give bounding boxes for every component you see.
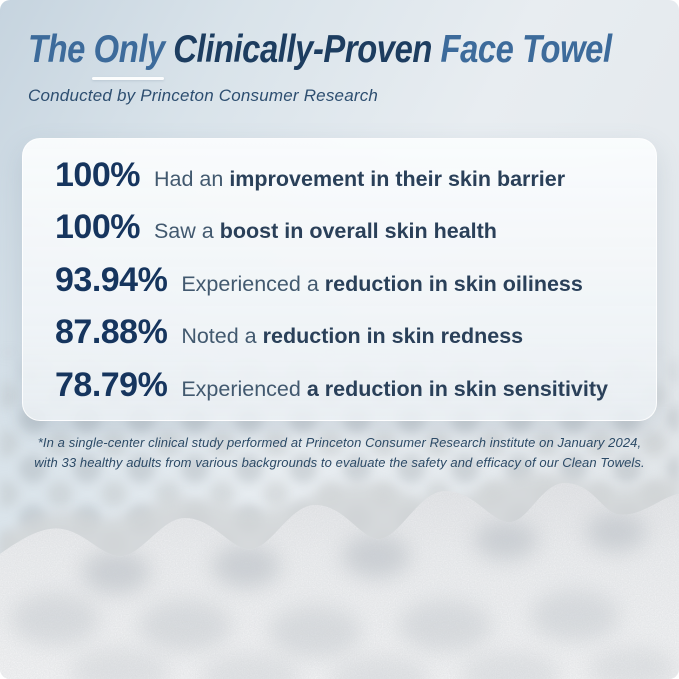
stat-row: 93.94% Experienced a reduction in skin oil… [55, 254, 640, 306]
stat-lead-text: Saw a [153, 219, 214, 244]
stat-emphasis-text: boost in overall skin health [219, 219, 497, 244]
stat-lead-text: Had an [153, 167, 224, 191]
stat-emphasis-text: improvement in their skin barrier [229, 167, 566, 191]
study-footnote: *In a single-center clinical study perfo… [0, 433, 679, 472]
header: The Only Clinically-Proven Face Towel Cond… [0, 0, 679, 106]
stat-value: 87.88% [55, 313, 168, 352]
stat-emphasis-text: reduction in skin redness [262, 324, 524, 349]
towel-texture-image [0, 444, 679, 679]
stat-emphasis-text: reduction in skin oiliness [324, 271, 583, 296]
stat-value: 93.94% [55, 260, 168, 299]
title-underline-accent [92, 77, 164, 80]
stats-card: 100% Had an improvement in their skin barr… [22, 138, 657, 421]
subtitle: Conducted by Princeton Consumer Research [28, 85, 379, 105]
stat-lead-text: Experienced a [181, 271, 319, 296]
stat-value: 100% [55, 156, 140, 194]
stat-lead-text: Noted a [181, 324, 257, 349]
towel-texture-svg [0, 473, 679, 679]
stat-value: 78.79% [55, 365, 168, 404]
stat-row: 100% Saw a boost in overall skin health [55, 201, 640, 253]
stat-row: 87.88% Noted a reduction in skin redness [55, 306, 640, 358]
stat-value: 100% [55, 208, 140, 247]
title-part-the-only: The Only [28, 28, 165, 71]
footnote-line-1: *In a single-center clinical study perfo… [37, 435, 642, 450]
stat-row: 100% Had an improvement in their skin barr… [55, 149, 640, 201]
page-title: The Only Clinically-Proven Face Towel [28, 28, 612, 71]
footnote-line-2: with 33 healthy adults from various back… [34, 454, 645, 470]
stat-row: 78.79% Experienced a reduction in skin sen… [55, 359, 640, 411]
title-part-face-towel: Face Towel [440, 28, 612, 71]
title-part-clinically-proven: Clinically-Proven [173, 28, 432, 71]
stat-emphasis-text: a reduction in skin sensitivity [306, 376, 608, 401]
stat-lead-text: Experienced [181, 376, 301, 401]
